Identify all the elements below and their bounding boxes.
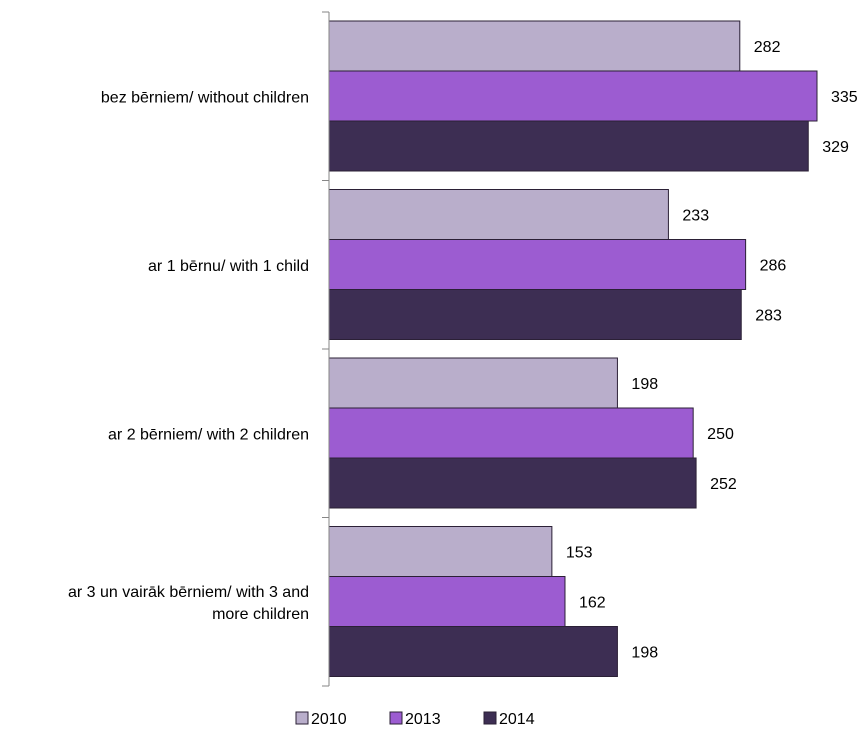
bar-2010-2 <box>328 189 669 240</box>
legend: 2010 2013 2014 <box>295 711 535 728</box>
bar-2010-3 <box>328 357 618 409</box>
data-label-2010-3: 198 <box>631 376 658 393</box>
category-label-2: ar 1 bērnu/ with 1 child <box>148 258 309 275</box>
data-label-2013-3: 250 <box>707 426 734 443</box>
bars-layer <box>328 20 818 677</box>
bar-2014-3 <box>328 457 697 509</box>
bar-2014-4 <box>328 626 618 677</box>
data-label-2010-4: 153 <box>566 545 593 562</box>
legend-label-2010: 2010 <box>311 711 347 728</box>
data-label-2014-1: 329 <box>822 139 849 156</box>
category-axis <box>322 11 330 687</box>
bar-2010-4 <box>328 526 553 577</box>
data-label-2014-3: 252 <box>710 476 737 493</box>
bar-2013-2 <box>328 239 747 290</box>
data-label-2013-1: 335 <box>831 89 858 106</box>
legend-swatch-2014 <box>483 711 497 725</box>
data-label-2014-2: 283 <box>755 308 782 325</box>
legend-label-2013: 2013 <box>405 711 441 728</box>
category-label-1: bez bērniem/ without children <box>101 89 309 106</box>
data-label-2014-4: 198 <box>631 645 658 662</box>
data-label-2010-1: 282 <box>754 39 781 56</box>
bar-2014-2 <box>328 289 742 340</box>
bar-2010-1 <box>328 20 741 72</box>
bar-2013-1 <box>328 70 818 122</box>
data-label-2013-4: 162 <box>579 595 606 612</box>
bar-2014-1 <box>328 120 809 172</box>
category-labels: bez bērniem/ without children ar 1 bērnu/… <box>68 89 309 623</box>
data-label-2010-2: 233 <box>682 208 709 225</box>
bar-2013-4 <box>328 576 566 627</box>
data-label-2013-2: 286 <box>760 258 787 275</box>
legend-swatch-2010 <box>295 711 309 725</box>
data-labels: 282 335 329 233 286 283 198 250 252 153 162 198 <box>566 39 858 662</box>
bar-2013-3 <box>328 407 694 459</box>
category-label-3: ar 2 bērniem/ with 2 children <box>108 426 309 443</box>
legend-swatch-2013 <box>389 711 403 725</box>
category-label-4: ar 3 un vairāk bērniem/ with 3 and more c… <box>68 584 309 623</box>
legend-label-2014: 2014 <box>499 711 535 728</box>
